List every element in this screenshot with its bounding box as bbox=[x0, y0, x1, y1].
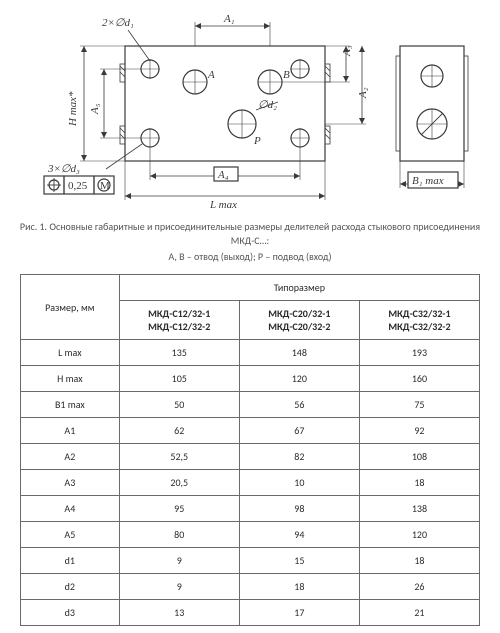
row-value: 13 bbox=[119, 600, 239, 626]
label-Lmax: L max bbox=[209, 199, 237, 211]
row-name: H max bbox=[21, 366, 120, 392]
row-value: 120 bbox=[239, 366, 359, 392]
row-value: 50 bbox=[119, 392, 239, 418]
table-row: d191518 bbox=[21, 548, 480, 574]
label-A: A bbox=[207, 69, 215, 81]
th-model-1: МКД-С20/32-1 МКД-С20/32-2 bbox=[239, 301, 359, 340]
caption-line1: Рис. 1. Основные габаритные и присоедини… bbox=[20, 220, 480, 247]
row-value: 75 bbox=[359, 392, 479, 418]
row-name: B1 max bbox=[21, 392, 120, 418]
row-value: 17 bbox=[239, 600, 359, 626]
row-name: A1 bbox=[21, 418, 120, 444]
label-B1max: B₁ max bbox=[412, 175, 444, 187]
caption-line2: А, В – отвод (выход); Р – подвод (вход) bbox=[8, 250, 492, 264]
table-row: A252,582108 bbox=[21, 444, 480, 470]
row-value: 21 bbox=[359, 600, 479, 626]
row-value: 26 bbox=[359, 574, 479, 600]
row-value: 120 bbox=[359, 522, 479, 548]
row-value: 105 bbox=[119, 366, 239, 392]
row-value: 62 bbox=[119, 418, 239, 444]
label-A3: A₃ bbox=[341, 45, 353, 57]
table-row: A1626792 bbox=[21, 418, 480, 444]
label-A1: A₁ bbox=[223, 13, 235, 25]
table-row: B1 max505675 bbox=[21, 392, 480, 418]
row-value: 20,5 bbox=[119, 470, 239, 496]
row-value: 52,5 bbox=[119, 444, 239, 470]
row-value: 92 bbox=[359, 418, 479, 444]
label-A2: A₂ bbox=[357, 87, 369, 99]
label-B: B bbox=[283, 69, 290, 81]
row-value: 56 bbox=[239, 392, 359, 418]
row-value: 67 bbox=[239, 418, 359, 444]
label-d1: 2×∅d₁ bbox=[102, 17, 134, 29]
table-row: A320,51018 bbox=[21, 470, 480, 496]
row-name: A3 bbox=[21, 470, 120, 496]
drawing-figure: A B P ∅d₂ A₁ 2×∅d₁ bbox=[10, 4, 490, 214]
row-name: A5 bbox=[21, 522, 120, 548]
label-A5: A₅ bbox=[89, 103, 101, 115]
row-name: L max bbox=[21, 340, 120, 366]
row-value: 108 bbox=[359, 444, 479, 470]
label-d2: ∅d₂ bbox=[258, 99, 277, 111]
table-row: A49598138 bbox=[21, 496, 480, 522]
th-model-2: МКД-С32/32-1 МКД-С32/32-2 bbox=[359, 301, 479, 340]
row-value: 94 bbox=[239, 522, 359, 548]
table-row: H max105120160 bbox=[21, 366, 480, 392]
row-value: 9 bbox=[119, 574, 239, 600]
row-value: 135 bbox=[119, 340, 239, 366]
row-name: d1 bbox=[21, 548, 120, 574]
table-row: d3131721 bbox=[21, 600, 480, 626]
row-value: 82 bbox=[239, 444, 359, 470]
row-value: 148 bbox=[239, 340, 359, 366]
row-value: 98 bbox=[239, 496, 359, 522]
label-A4: A₄ bbox=[217, 169, 229, 181]
table-row: d291826 bbox=[21, 574, 480, 600]
th-dim: Размер, мм bbox=[21, 275, 120, 340]
row-value: 15 bbox=[239, 548, 359, 574]
row-name: d2 bbox=[21, 574, 120, 600]
row-value: 10 bbox=[239, 470, 359, 496]
row-value: 138 bbox=[359, 496, 479, 522]
figure-caption: Рис. 1. Основные габаритные и присоедини… bbox=[8, 220, 492, 264]
row-value: 95 bbox=[119, 496, 239, 522]
row-value: 160 bbox=[359, 366, 479, 392]
row-value: 18 bbox=[359, 470, 479, 496]
row-name: d3 bbox=[21, 600, 120, 626]
label-P: P bbox=[253, 135, 261, 147]
row-value: 80 bbox=[119, 522, 239, 548]
row-name: A2 bbox=[21, 444, 120, 470]
row-value: 18 bbox=[239, 574, 359, 600]
th-group: Типоразмер bbox=[119, 275, 479, 301]
row-value: 18 bbox=[359, 548, 479, 574]
label-Hmax: H max* bbox=[67, 91, 79, 127]
dimensions-table: Размер, мм Типоразмер МКД-С12/32-1 МКД-С… bbox=[20, 274, 480, 626]
row-name: A4 bbox=[21, 496, 120, 522]
table-row: A58094120 bbox=[21, 522, 480, 548]
label-tolM: M bbox=[100, 180, 110, 192]
label-tol: 0,25 bbox=[68, 180, 88, 192]
table-row: L max135148193 bbox=[21, 340, 480, 366]
row-value: 193 bbox=[359, 340, 479, 366]
label-d3: 3×∅d₃ bbox=[47, 163, 80, 175]
th-model-0: МКД-С12/32-1 МКД-С12/32-2 bbox=[119, 301, 239, 340]
row-value: 9 bbox=[119, 548, 239, 574]
